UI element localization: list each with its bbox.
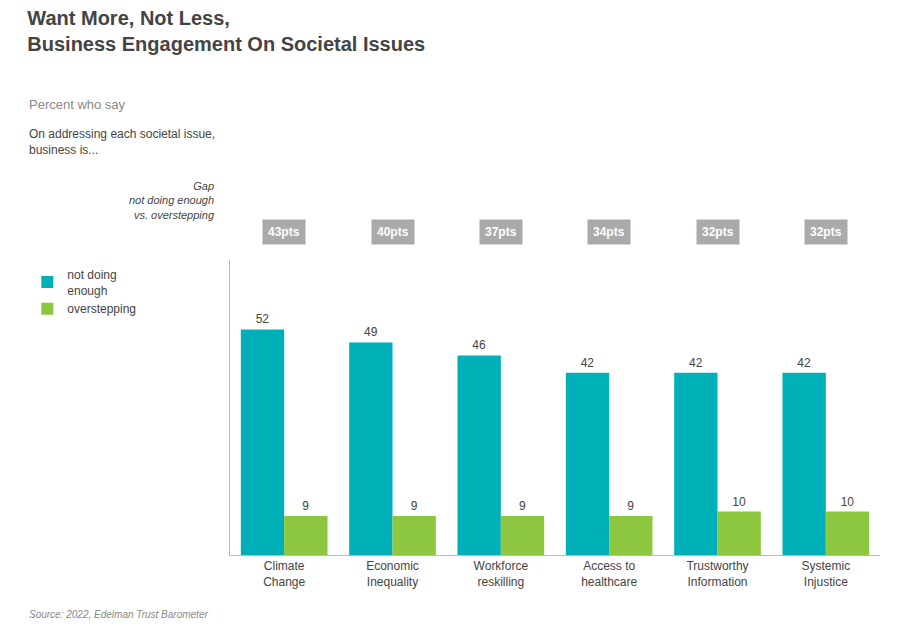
svg-text:not doingenough: not doingenough <box>67 268 116 298</box>
svg-text:32pts: 32pts <box>702 225 734 239</box>
svg-text:37pts: 37pts <box>485 225 517 239</box>
svg-text:9: 9 <box>302 499 309 513</box>
svg-text:EconomicInequality: EconomicInequality <box>366 559 419 589</box>
svg-text:TrustworthyInformation: TrustworthyInformation <box>686 559 748 589</box>
svg-text:Percent who say: Percent who say <box>29 97 126 112</box>
svg-text:Workforcereskilling: Workforcereskilling <box>474 559 529 589</box>
svg-text:9: 9 <box>519 499 526 513</box>
svg-text:49: 49 <box>364 325 378 339</box>
svg-text:40pts: 40pts <box>377 225 409 239</box>
svg-text:34pts: 34pts <box>593 225 625 239</box>
svg-text:Source: 2022, Edelman Trust Ba: Source: 2022, Edelman Trust Barometer <box>29 609 208 620</box>
svg-text:Gapnot doing enoughvs. overste: Gapnot doing enoughvs. overstepping <box>129 180 215 221</box>
svg-text:52: 52 <box>256 312 270 326</box>
svg-text:46: 46 <box>472 338 486 352</box>
svg-text:10: 10 <box>732 495 746 509</box>
svg-text:SystemicInjustice: SystemicInjustice <box>801 559 850 589</box>
svg-text:9: 9 <box>627 499 634 513</box>
svg-text:42: 42 <box>689 356 703 370</box>
svg-text:Access tohealthcare: Access tohealthcare <box>581 559 637 589</box>
svg-text:overstepping: overstepping <box>67 302 136 316</box>
svg-text:ClimateChange: ClimateChange <box>263 559 305 589</box>
svg-text:Want More, Not Less,Business E: Want More, Not Less,Business Engagement … <box>27 7 425 55</box>
svg-text:On addressing each societal is: On addressing each societal issue,busine… <box>29 127 215 157</box>
svg-text:42: 42 <box>581 356 595 370</box>
svg-text:42: 42 <box>797 356 811 370</box>
svg-text:9: 9 <box>411 499 418 513</box>
svg-text:43pts: 43pts <box>268 225 300 239</box>
svg-text:10: 10 <box>841 495 855 509</box>
svg-text:32pts: 32pts <box>810 225 842 239</box>
